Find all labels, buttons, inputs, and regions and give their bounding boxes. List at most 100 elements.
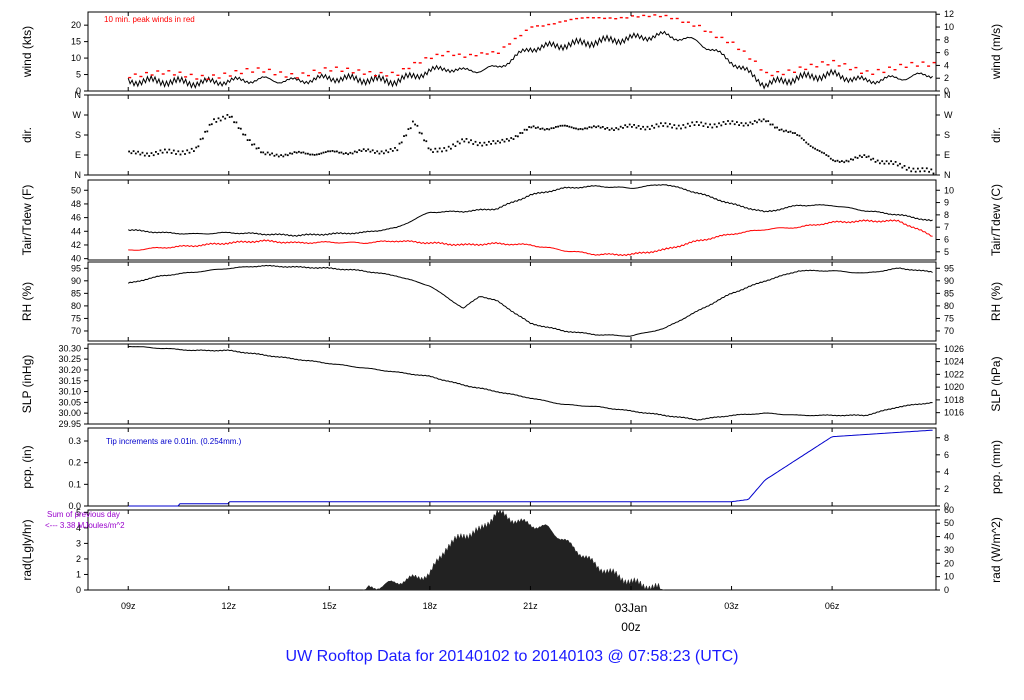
wind-peak-point [234, 70, 238, 72]
wind-peak-point [876, 68, 880, 71]
dir-point [291, 152, 294, 155]
dir-ylabel-left: dir. [20, 127, 34, 143]
dir-point [917, 167, 919, 170]
wind-right-tick-label: 10 [944, 22, 954, 32]
wind-peak-point [664, 14, 668, 17]
dir-point [235, 121, 238, 124]
dir-point [380, 150, 383, 153]
dir-point [749, 121, 752, 124]
pcp-right-tick-label: 6 [944, 450, 949, 460]
dir-point [514, 135, 517, 137]
wind-peak-point [776, 71, 780, 73]
dir-point [340, 151, 343, 154]
temp-left-tick-label: 44 [71, 226, 81, 236]
dir-point [208, 123, 211, 126]
dir-point [403, 135, 405, 137]
dir-point [890, 160, 892, 163]
dir-point [474, 140, 477, 143]
wind-peak-point [597, 17, 601, 19]
wind-peak-point [882, 71, 886, 74]
wind-peak-point [150, 74, 154, 76]
wind-peak-point [206, 78, 210, 80]
dir-point [715, 125, 718, 128]
dir-right-tick-label: S [944, 130, 950, 140]
dir-point [776, 126, 778, 129]
wind-peak-point [524, 29, 528, 31]
dir-point [803, 139, 805, 141]
temp-right-tick-label: 7 [944, 222, 949, 232]
wind-peak-point [865, 70, 869, 72]
dir-point [418, 131, 421, 134]
dir-point [128, 150, 130, 153]
dir-point [425, 140, 428, 143]
wind-peak-point [686, 21, 690, 23]
dir-point [930, 168, 933, 171]
slp-frame [87, 343, 937, 425]
dir-point [532, 125, 535, 128]
dir-point [307, 152, 309, 155]
dir-point [881, 160, 884, 163]
slp-right-tick-label: 1022 [944, 369, 964, 379]
wind-peak-point [357, 69, 361, 71]
dir-point [782, 130, 785, 133]
dir-point [780, 128, 783, 131]
wind-peak-point [407, 67, 411, 70]
wind-peak-point [502, 46, 506, 48]
dir-right-tick-label: W [944, 110, 953, 120]
wind-peak-point [670, 17, 674, 20]
dir-point [215, 121, 218, 123]
wind-peak-point [362, 73, 366, 75]
dir-point [302, 151, 305, 154]
pcp-frame [87, 427, 937, 507]
dir-point [593, 125, 595, 128]
wind-peak-point [145, 71, 148, 74]
wind-peak-point [826, 64, 830, 66]
temp-left-tick-label: 40 [71, 254, 81, 264]
dir-point [760, 120, 763, 123]
dir-point [360, 150, 363, 152]
pcp-line [128, 429, 933, 507]
dir-point [420, 132, 423, 135]
dir-point [190, 147, 193, 150]
dir-point [273, 154, 276, 157]
wind-left-tick-label: 5 [76, 70, 81, 80]
dir-point [217, 117, 220, 120]
dir-point [494, 142, 497, 145]
dir-point [139, 153, 142, 156]
dir-point [146, 152, 148, 155]
wind-peak-point [742, 50, 746, 52]
dir-point [575, 127, 577, 130]
dir-point [827, 155, 830, 158]
dir-point [876, 159, 879, 162]
pcp-ylabel-left: pcp. (in) [20, 445, 34, 488]
wind-peak-point [284, 76, 288, 78]
dir-point [912, 167, 915, 170]
dir-point [237, 127, 240, 129]
temp-left-tick-label: 50 [71, 185, 81, 195]
rad-left-tick-label: 2 [76, 554, 81, 564]
wind-peak-point [290, 73, 294, 75]
dir-point [914, 170, 917, 173]
wind-peak-point [340, 70, 344, 72]
dir-point [566, 125, 568, 127]
wind-peak-point [346, 67, 350, 69]
dir-right-tick-label: N [944, 90, 951, 100]
dir-point [193, 150, 195, 152]
slp-left-tick-label: 30.25 [58, 354, 81, 364]
wind-peak-point [385, 75, 389, 77]
chart-title: UW Rooftop Data for 20140102 to 20140103… [285, 648, 739, 665]
wind-peak-point [737, 48, 741, 51]
slp-left-tick-label: 30.00 [58, 408, 81, 418]
dir-point [311, 153, 314, 156]
dir-point [769, 123, 772, 126]
dir-point [246, 139, 249, 141]
dir-point [161, 151, 164, 154]
dir-point [512, 138, 515, 140]
dir-point [226, 114, 229, 116]
dir-point [257, 147, 260, 149]
wind-peak-point [513, 37, 517, 40]
dir-point [731, 120, 734, 123]
dir-point [590, 126, 593, 129]
wind-right-tick-label: 4 [944, 60, 949, 70]
